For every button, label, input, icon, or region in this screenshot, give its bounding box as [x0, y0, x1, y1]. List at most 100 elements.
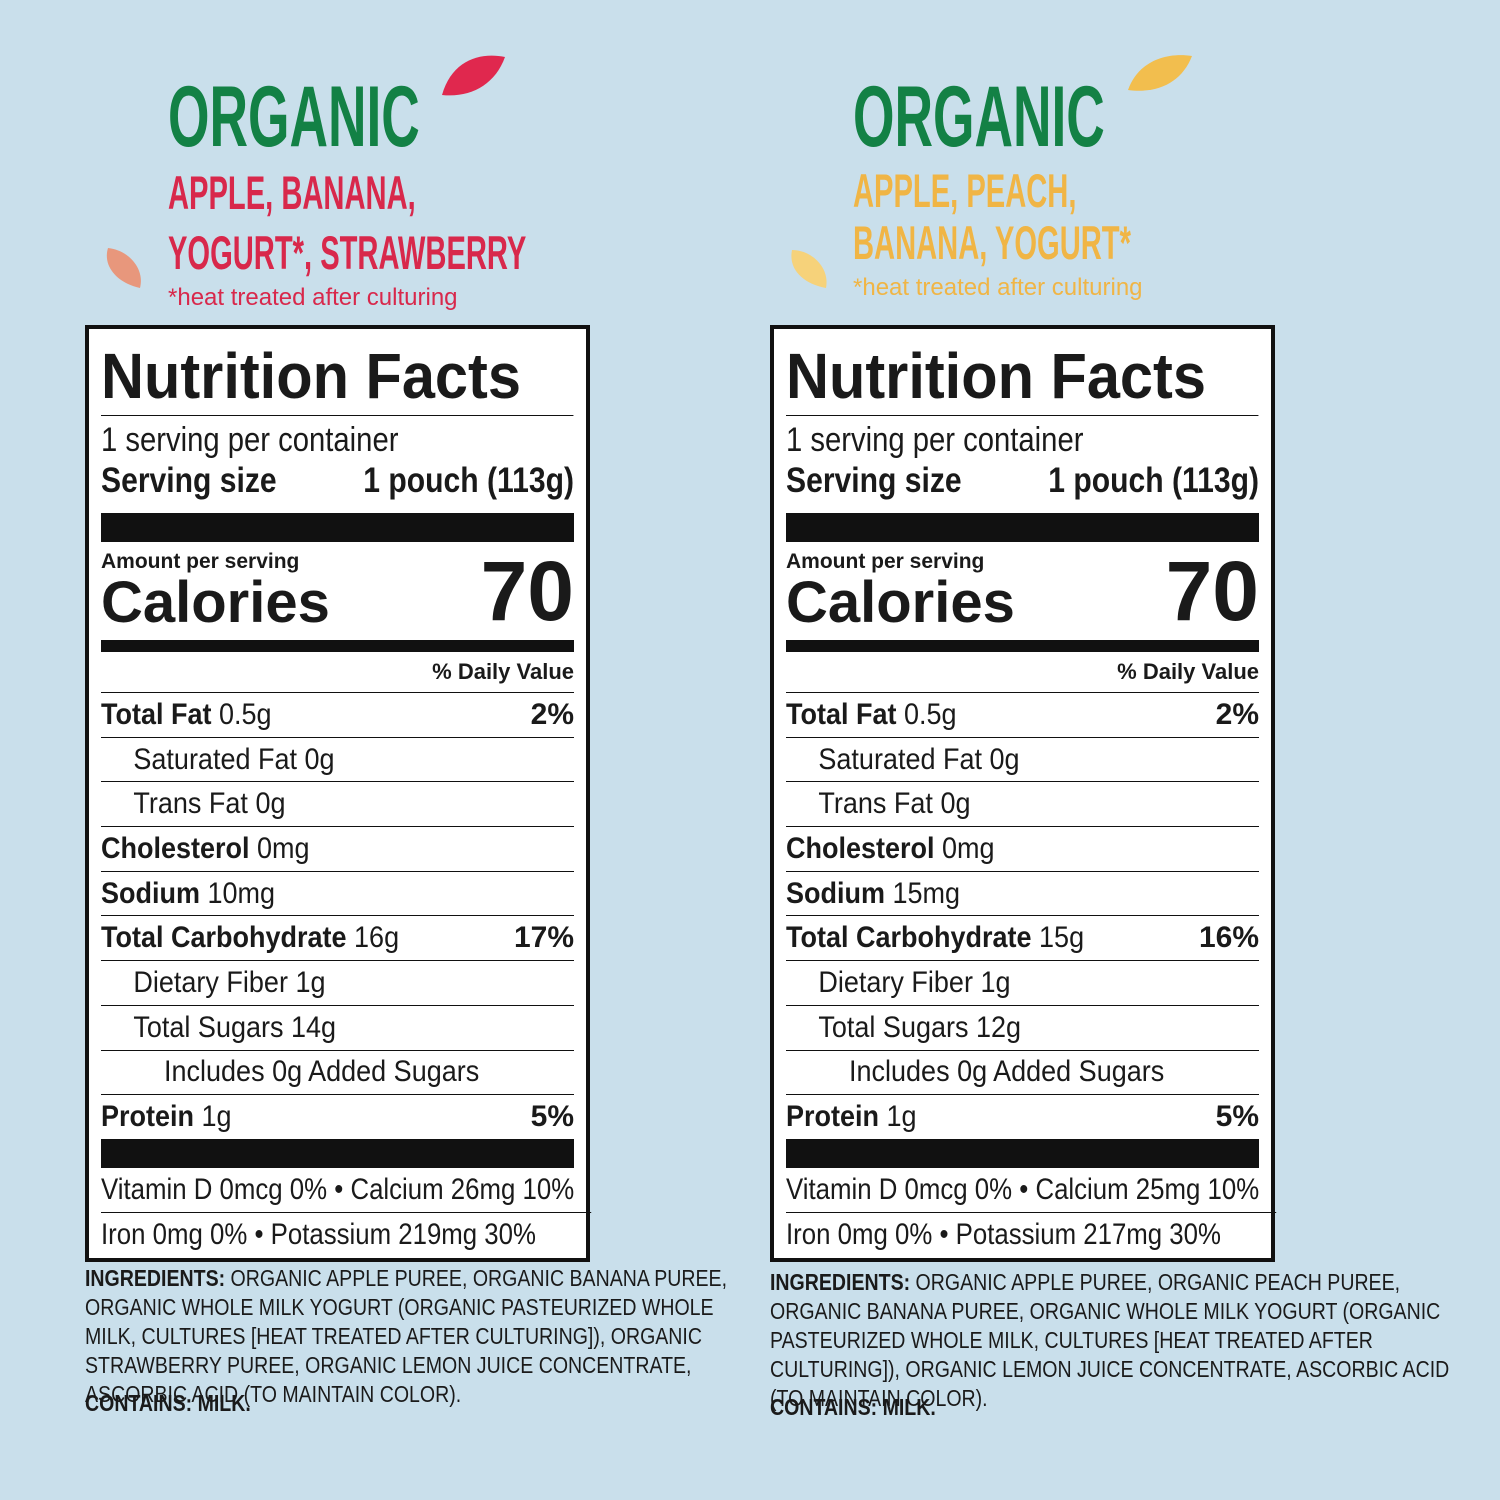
servings: 1 serving per container	[786, 421, 1084, 459]
leaf	[442, 55, 505, 96]
nutrient-amount: 1g	[295, 965, 326, 999]
nutrient: Total Sugars 14g	[101, 1011, 336, 1045]
label-body: Nutrition Facts 1 serving per container Se…	[786, 329, 1277, 1257]
nutrient-name: Includes 0g Added Sugars	[849, 1055, 1165, 1089]
nutrient-name: Total Fat	[786, 697, 897, 731]
nutrient-row: Includes 0g Added Sugars	[786, 1049, 1259, 1095]
divider	[786, 1138, 1259, 1168]
serving-size-value: 1 pouch (113g)	[363, 461, 574, 500]
nutrient-name: Saturated Fat	[133, 742, 298, 776]
nutrient: Saturated Fat 0g	[101, 742, 335, 777]
nutrient: Sodium 10mg	[101, 877, 275, 911]
micronutrients: Iron 0mg 0% • Potassium 217mg 30%	[786, 1211, 1277, 1257]
nutrient-amount: 0.5g	[904, 697, 957, 731]
nutrient-row: Dietary Fiber 1g	[786, 960, 1259, 1005]
nutrient-amount: 1g	[980, 965, 1011, 999]
micronutrients: Vitamin D 0mcg 0% • Calcium 26mg 10%	[101, 1172, 575, 1206]
nutrient-name: Sodium	[786, 876, 885, 910]
nutrient-row: Total Fat 0.5g 2%	[101, 692, 574, 737]
flavor-line: APPLE, PEACH,	[853, 164, 1077, 217]
servings: 1 serving per container	[101, 421, 399, 459]
leaf	[791, 250, 827, 288]
flavor-line: APPLE, BANANA,	[168, 166, 416, 219]
divider	[786, 640, 1259, 652]
daily-value: 2%	[530, 697, 574, 731]
daily-value: 16%	[1198, 921, 1259, 955]
nutrient-amount: 0g	[304, 742, 335, 776]
nutrient-name: Total Fat	[101, 697, 212, 731]
daily-value: 5%	[1215, 1100, 1259, 1134]
nutrient: Total Sugars 12g	[786, 1011, 1021, 1045]
nutrient-name: Trans Fat	[133, 787, 248, 821]
serving-size-label: Serving size	[786, 461, 962, 500]
nutrient: Total Carbohydrate 15g	[786, 921, 1084, 955]
nutrient: Cholesterol 0mg	[101, 832, 310, 866]
nutrient-row: Total Fat 0.5g 2%	[786, 692, 1259, 737]
nutrient-name: Cholesterol	[101, 831, 250, 865]
micronutrients: Iron 0mg 0% • Potassium 219mg 30%	[101, 1211, 592, 1257]
nutrient-row: Sodium 10mg	[101, 870, 574, 916]
allergens: CONTAINS: MILK.	[770, 1394, 936, 1420]
daily-value-header: % Daily Value	[432, 659, 574, 684]
nutrient: Sodium 15mg	[786, 877, 960, 911]
nutrient-name: Sodium	[101, 876, 200, 910]
nutrient-name: Total Carbohydrate	[101, 921, 347, 955]
nutrient-name: Trans Fat	[818, 787, 933, 821]
footnote: *heat treated after culturing	[853, 274, 1143, 301]
nutrient-name: Dietary Fiber	[133, 965, 288, 999]
nutrient: Protein 1g	[786, 1100, 917, 1134]
nutrient: Saturated Fat 0g	[786, 742, 1020, 777]
nutrition-label: Nutrition Facts 1 serving per container Se…	[770, 325, 1277, 1262]
flavor-line: BANANA, YOGURT*	[853, 216, 1131, 269]
nutrient: Includes 0g Added Sugars	[786, 1055, 1164, 1089]
ingredients: INGREDIENTS: ORGANIC APPLE PUREE, ORGANI…	[770, 1268, 1454, 1413]
nutrient: Trans Fat 0g	[786, 787, 970, 821]
label-body: Nutrition Facts 1 serving per container Se…	[101, 329, 592, 1257]
calories-label: Calories	[786, 570, 1015, 635]
nutrient: Trans Fat 0g	[101, 787, 285, 821]
nutrient-amount: 0mg	[257, 831, 310, 865]
calories: Calories 70	[101, 548, 574, 635]
panel: ORGANIC APPLE, PEACH, BANANA, YOGURT* *heat…	[770, 0, 1470, 1500]
nutrient-amount: 0g	[255, 787, 286, 821]
divider	[101, 513, 574, 542]
daily-value: 2%	[1215, 697, 1259, 731]
nutrient-name: Total Carbohydrate	[786, 921, 1032, 955]
nutrient-row: Includes 0g Added Sugars	[101, 1049, 574, 1095]
divider	[101, 640, 574, 652]
ingredients-text: ORGANIC APPLE PUREE, ORGANIC PEACH PUREE…	[770, 1269, 1450, 1411]
nutrient-row: Trans Fat 0g	[101, 781, 574, 826]
serving-size: Serving size 1 pouch (113g)	[786, 460, 1259, 502]
calories-label: Calories	[101, 570, 330, 635]
nutrient-row: Total Sugars 12g	[786, 1004, 1259, 1050]
organic-heading: ORGANIC	[853, 69, 1105, 165]
flavor-line: YOGURT*, STRAWBERRY	[168, 226, 527, 279]
nutrient-amount: 1g	[886, 1100, 917, 1134]
nutrient-row: Total Carbohydrate 16g 17%	[101, 915, 574, 960]
nutrient: Total Fat 0.5g	[101, 698, 272, 732]
nutrient: Dietary Fiber 1g	[786, 966, 1010, 1000]
nutrient-amount: 14g	[290, 1010, 337, 1044]
leaf	[1128, 55, 1192, 91]
footnote: *heat treated after culturing	[168, 284, 458, 311]
nutrient-amount: 0g	[989, 742, 1020, 776]
nutrient-amount: 0.5g	[219, 697, 272, 731]
nutrient-row: Total Sugars 14g	[101, 1004, 574, 1050]
nutrient: Includes 0g Added Sugars	[101, 1055, 479, 1089]
nutrition-label: Nutrition Facts 1 serving per container Se…	[85, 325, 592, 1262]
nutrient-name: Protein	[786, 1100, 880, 1134]
nutrient-amount: 0mg	[942, 831, 995, 865]
nutrient-name: Cholesterol	[786, 831, 935, 865]
nutrient-amount: 10mg	[207, 876, 276, 910]
micronutrients: Vitamin D 0mcg 0% • Calcium 25mg 10%	[786, 1172, 1260, 1206]
leaf	[106, 248, 141, 288]
serving-size-value: 1 pouch (113g)	[1048, 461, 1259, 500]
organic-heading: ORGANIC	[168, 69, 420, 165]
nutrient-amount: 0g	[940, 787, 971, 821]
label-title: Nutrition Facts	[786, 337, 1259, 416]
nutrient-row: Total Carbohydrate 15g 16%	[786, 915, 1259, 960]
calories: Calories 70	[786, 548, 1259, 635]
nutrient-row: Sodium 15mg	[786, 870, 1259, 916]
